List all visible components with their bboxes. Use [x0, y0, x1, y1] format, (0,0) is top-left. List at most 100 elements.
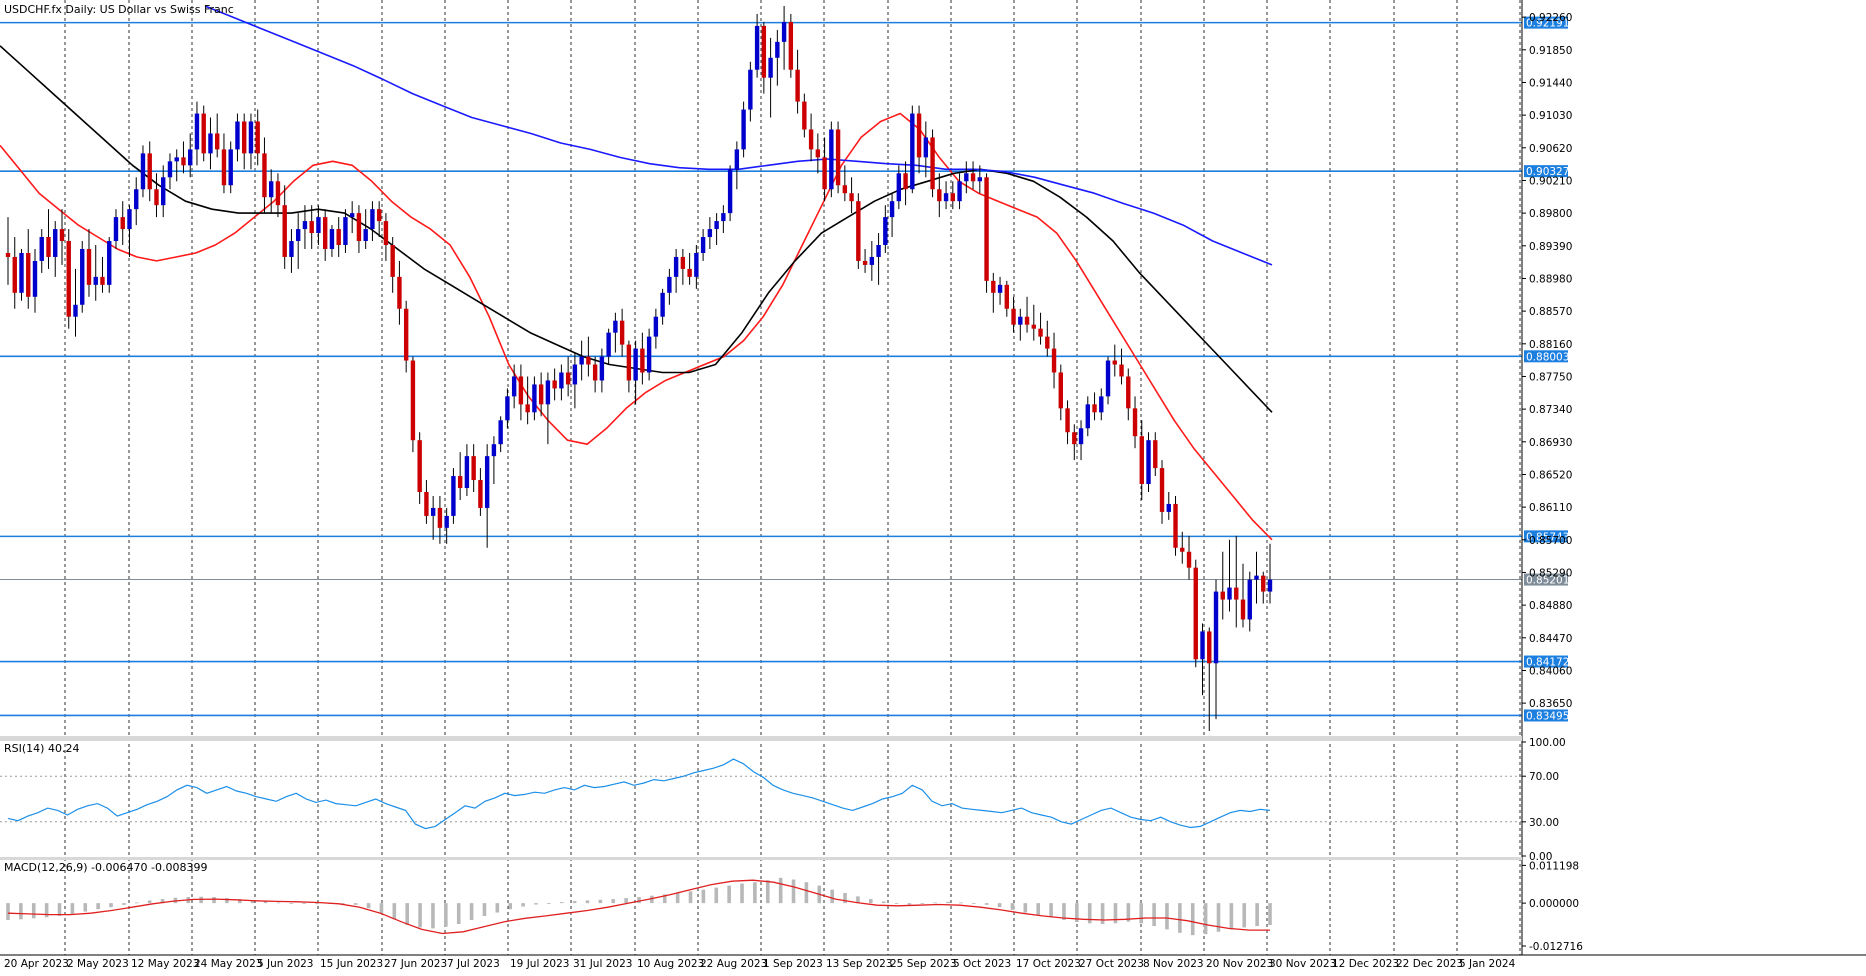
macd-histogram-bar — [134, 902, 139, 904]
macd-histogram-bar — [237, 899, 242, 904]
candlesticks — [5, 5, 1273, 732]
macd-histogram-bar — [122, 903, 126, 905]
macd-histogram-bar — [662, 894, 667, 904]
bullish-candle — [295, 229, 301, 242]
bullish-candle — [194, 113, 200, 150]
bearish-candle — [592, 364, 598, 381]
y-axis-label: 0.86930 — [1529, 437, 1572, 449]
bearish-candle — [147, 153, 152, 190]
bearish-candle — [403, 308, 409, 361]
macd-histogram-bar — [263, 901, 268, 904]
macd-histogram-bar — [19, 903, 23, 920]
macd-histogram-bar — [1216, 903, 1221, 932]
bullish-candle — [363, 229, 368, 242]
price-level-label: 0.83495 — [1526, 710, 1569, 722]
x-axis-label: 12 May 2023 — [131, 958, 199, 970]
bullish-candle — [343, 217, 348, 246]
bullish-candle — [876, 245, 881, 257]
x-axis-label: 31 Jul 2023 — [573, 958, 632, 970]
macd-histogram-bar — [972, 903, 976, 904]
bearish-candle — [242, 121, 247, 154]
bearish-candle — [383, 221, 389, 246]
bullish-candle — [741, 109, 746, 150]
bullish-candle — [1254, 575, 1259, 580]
bearish-candle — [680, 256, 686, 269]
bullish-candle — [889, 201, 895, 218]
y-axis-label: 0.86110 — [1529, 502, 1572, 514]
bullish-candle — [977, 177, 983, 182]
x-axis-label: 19 Jul 2023 — [510, 958, 569, 970]
bearish-candle — [842, 185, 848, 194]
macd-histogram-bar — [920, 903, 925, 904]
chart-title: USDCHF.fx Daily: US Dollar vs Swiss Fran… — [4, 3, 234, 16]
y-axis-label: 0.88570 — [1529, 306, 1572, 318]
macd-histogram-bar — [392, 903, 397, 920]
rsi-line — [7, 758, 1271, 830]
bullish-candle — [768, 57, 773, 78]
y-axis-label: 0.87340 — [1529, 404, 1572, 416]
bullish-candle — [606, 332, 611, 357]
macd-histogram-bar — [868, 899, 873, 904]
y-axis-label: 0.87750 — [1529, 371, 1572, 383]
bullish-candle — [646, 336, 652, 373]
bearish-candle — [215, 133, 220, 150]
x-axis-label: 5 Jun 2023 — [257, 958, 313, 970]
bearish-candle — [1004, 284, 1010, 309]
rsi-axis-label: 30.00 — [1529, 817, 1559, 829]
bearish-candle — [687, 268, 692, 277]
bullish-candle — [167, 161, 173, 178]
bullish-candle — [208, 133, 213, 154]
bearish-candle — [1072, 432, 1077, 445]
bearish-candle — [376, 209, 382, 222]
bearish-candle — [856, 201, 861, 261]
x-axis-label: 30 Nov 2023 — [1269, 958, 1336, 970]
bearish-candle — [1024, 316, 1030, 325]
bearish-candle — [1112, 360, 1117, 365]
macd-histogram-bar — [1190, 903, 1195, 936]
bullish-candle — [1200, 631, 1205, 660]
macd-histogram-bar — [57, 903, 62, 916]
price-level-label: 0.88003 — [1526, 351, 1569, 363]
bullish-candle — [532, 384, 537, 413]
bullish-candle — [1078, 428, 1084, 445]
bullish-candle — [80, 248, 85, 305]
bearish-candle — [1038, 328, 1043, 337]
macd-histogram-bar — [933, 902, 937, 904]
macd-axis-label: 0.000000 — [1529, 898, 1579, 910]
macd-histogram-bar — [109, 903, 113, 908]
bearish-candle — [201, 113, 206, 154]
macd-axis-label: -0.012716 — [1529, 941, 1583, 953]
bearish-candle — [802, 101, 807, 130]
horizontal-levels[interactable]: 0.92191 0.90327 0.88003 0.85743 0.84172 0.834… — [0, 16, 1569, 723]
bullish-candle — [235, 121, 240, 150]
macd-histogram-bar — [508, 903, 513, 910]
x-axis-label: 1 Sep 2023 — [763, 958, 823, 970]
x-axis-label: 5 Oct 2023 — [953, 958, 1011, 970]
bearish-candle — [525, 404, 530, 413]
bearish-candle — [984, 177, 989, 281]
macd-histogram-bar — [1062, 903, 1066, 920]
macd-histogram-bar — [881, 901, 886, 904]
price-level-tag — [1524, 165, 1568, 178]
macd-signal-line — [7, 879, 1270, 935]
macd-histogram-bar — [1242, 903, 1247, 928]
macd-histogram-bar — [418, 903, 422, 928]
bearish-candle — [1031, 324, 1036, 329]
macd-histogram-bar — [984, 903, 989, 905]
bearish-candle — [1092, 404, 1097, 413]
macd-histogram-bar — [302, 903, 306, 904]
bearish-candle — [761, 25, 767, 78]
macd-histogram-bar — [611, 899, 616, 904]
macd-histogram-bar — [830, 889, 834, 904]
macd-histogram-bar — [740, 883, 744, 904]
x-axis-label: 10 Aug 2023 — [637, 958, 704, 970]
bearish-candle — [1011, 308, 1016, 325]
macd-histogram-bar — [946, 901, 950, 904]
bearish-candle — [309, 221, 314, 234]
rsi-label: RSI(14) 40.24 — [4, 742, 79, 755]
bearish-candle — [66, 241, 71, 317]
bearish-candle — [849, 193, 854, 202]
